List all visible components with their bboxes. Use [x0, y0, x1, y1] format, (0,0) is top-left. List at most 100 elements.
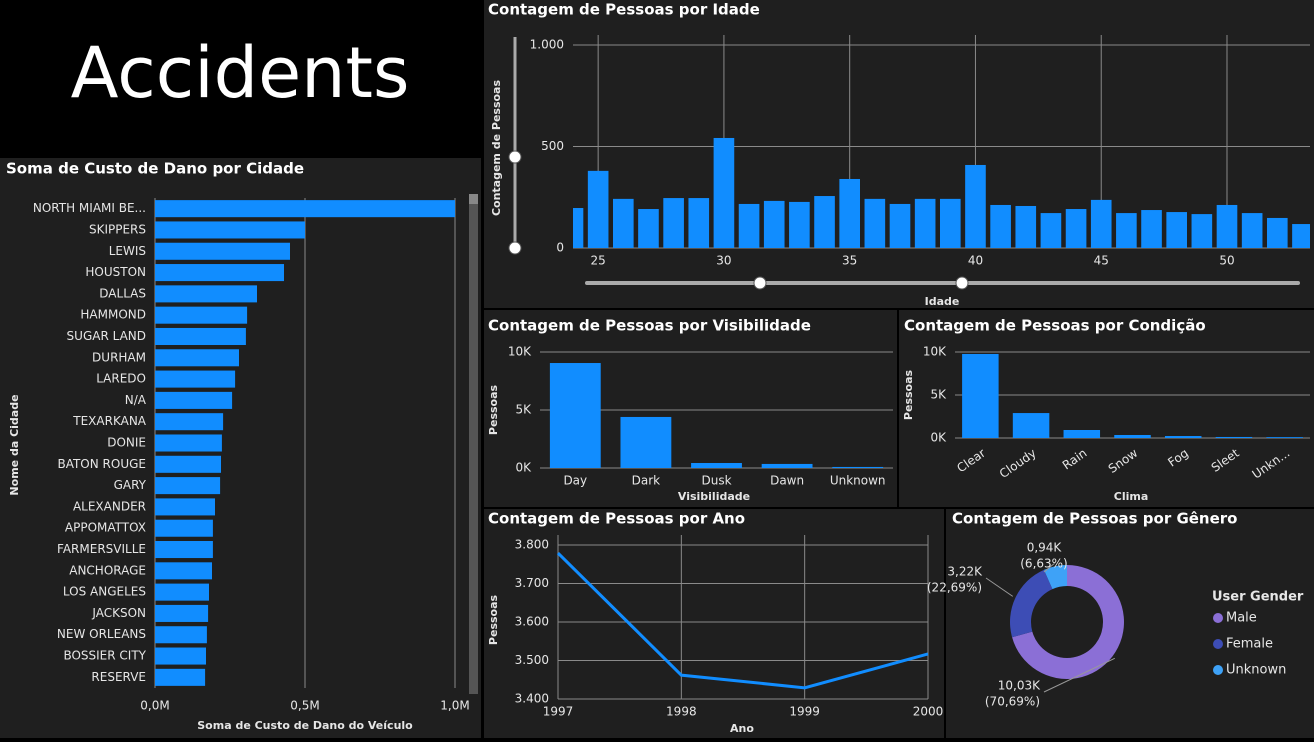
bar: [663, 198, 684, 248]
y-tick-label: 3.800: [515, 538, 549, 552]
bar: [1215, 436, 1253, 438]
bar: [155, 541, 213, 559]
bar: [1241, 213, 1263, 248]
bar: [962, 353, 999, 438]
bars: [573, 137, 1310, 248]
y-tick-label: 3.600: [515, 615, 549, 629]
x-tick-label: 1997: [543, 705, 574, 719]
bar: [1266, 217, 1288, 248]
category-label: TEXARKANA: [72, 414, 147, 428]
category-label: HAMMOND: [80, 308, 146, 322]
slider-handle[interactable]: [508, 241, 522, 255]
bar: [1116, 213, 1137, 248]
bar: [1065, 209, 1087, 248]
panel: [484, 0, 1314, 308]
y-tick-label: 0K: [930, 431, 947, 445]
bar: [155, 264, 284, 282]
x-tick-label: Day: [563, 474, 587, 488]
category-label: BOSSIER CITY: [63, 649, 146, 663]
bar: [688, 198, 710, 248]
bar: [738, 203, 760, 248]
bar: [155, 562, 212, 580]
y-axis-title: Nome da Cidade: [8, 394, 21, 495]
data-label: (6,63%): [1020, 557, 1067, 571]
bar: [1040, 213, 1062, 248]
category-label: LOS ANGELES: [63, 585, 146, 599]
category-label: DALLAS: [99, 286, 146, 300]
category-label: RESERVE: [91, 670, 146, 684]
bar: [155, 498, 215, 516]
chart-title: Contagem de Pessoas por Gênero: [952, 510, 1237, 528]
x-axis-title: Ano: [730, 722, 754, 735]
legend-marker: [1213, 613, 1223, 623]
legend-label: Female: [1226, 637, 1273, 652]
bar: [789, 201, 810, 248]
category-label: LAREDO: [96, 372, 146, 386]
bar: [587, 170, 609, 248]
bar: [155, 519, 213, 537]
donut-slice: [1010, 569, 1053, 638]
bar: [832, 466, 884, 468]
x-tick-label: 50: [1219, 254, 1234, 268]
bar: [713, 137, 735, 248]
slider-handle[interactable]: [508, 150, 522, 164]
x-tick-label: 45: [1094, 254, 1109, 268]
bar: [1191, 214, 1213, 248]
category-label: GARY: [114, 478, 147, 492]
chart-title: Contagem de Pessoas por Condição: [904, 317, 1206, 335]
bar: [814, 196, 835, 248]
category-label: SKIPPERS: [89, 222, 146, 236]
bar: [155, 455, 221, 473]
category-label: HOUSTON: [85, 265, 146, 279]
bar: [864, 198, 886, 248]
x-tick-label: 35: [842, 254, 857, 268]
category-label: FARMERSVILLE: [57, 542, 146, 556]
y-tick-label: 3.700: [515, 576, 549, 590]
data-label: (22,69%): [927, 581, 982, 595]
y-tick-label: 1.000: [530, 38, 564, 52]
bar: [155, 370, 236, 388]
category-label: ALEXANDER: [73, 499, 146, 513]
x-tick-label: 25: [591, 254, 606, 268]
bar: [155, 647, 206, 665]
x-tick-label: Dusk: [701, 474, 731, 488]
scrollbar-thumb[interactable]: [469, 194, 478, 204]
bar: [155, 434, 222, 452]
leader-line: [985, 577, 1014, 597]
bar: [1114, 434, 1151, 438]
bar: [1063, 430, 1101, 438]
bar: [939, 198, 961, 248]
category-label: DONIE: [107, 436, 146, 450]
data-label: 10,03K: [998, 679, 1041, 693]
chart-title: Contagem de Pessoas por Ano: [488, 510, 745, 528]
bar: [889, 203, 911, 248]
bar: [1216, 204, 1238, 248]
bar: [155, 477, 221, 495]
legend-title: User Gender: [1212, 590, 1304, 605]
bar: [573, 208, 584, 248]
x-tick-label: 30: [716, 254, 731, 268]
x-axis-title: Clima: [1114, 490, 1149, 503]
bar: [155, 349, 239, 367]
x-tick-label: Dark: [632, 474, 661, 488]
slider-handle[interactable]: [955, 276, 969, 290]
bar: [620, 416, 672, 468]
category-label: ANCHORAGE: [69, 563, 146, 577]
panel: [899, 310, 1314, 507]
y-tick-label: 10K: [923, 345, 947, 359]
slider-handle[interactable]: [753, 276, 767, 290]
legend-label: Male: [1226, 611, 1257, 626]
scrollbar[interactable]: [469, 194, 478, 694]
bar: [763, 200, 785, 248]
bar: [155, 200, 455, 218]
bar: [1166, 212, 1187, 248]
bar: [1012, 413, 1050, 438]
x-axis-title: Visibilidade: [678, 490, 750, 503]
x-tick-label: 0,0M: [140, 699, 169, 713]
bar: [155, 626, 207, 644]
category-label: N/A: [125, 393, 147, 407]
bar: [965, 164, 986, 248]
bar: [155, 306, 248, 324]
x-tick-label: 2000: [913, 705, 944, 719]
